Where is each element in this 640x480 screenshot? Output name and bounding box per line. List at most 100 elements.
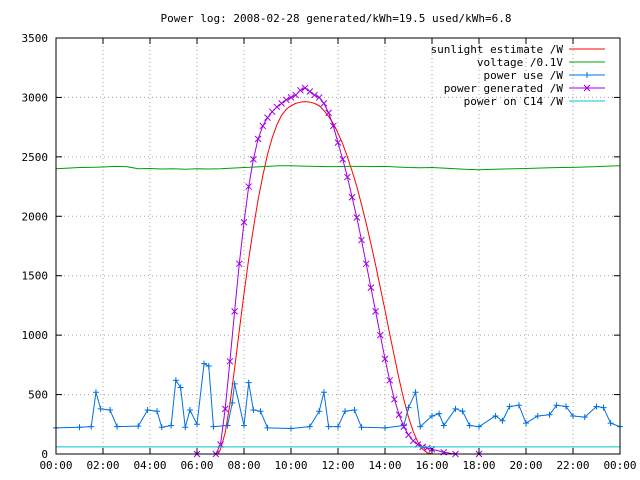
data-point-power-generated-w bbox=[297, 86, 304, 94]
legend-label: power generated /W bbox=[444, 82, 564, 95]
data-point-power-use-w bbox=[92, 389, 99, 396]
data-point-power-use-w bbox=[194, 421, 200, 428]
data-point-power-generated-w bbox=[221, 405, 229, 413]
data-point-power-use-w bbox=[325, 423, 332, 430]
x-tick-label: 00:00 bbox=[603, 459, 636, 472]
data-point-power-use-w bbox=[288, 425, 294, 432]
data-point-power-generated-w bbox=[362, 260, 370, 268]
legend-marker bbox=[584, 72, 590, 78]
data-point-power-generated-w bbox=[231, 308, 238, 315]
data-point-power-use-w bbox=[492, 412, 499, 419]
data-point-power-use-w bbox=[241, 422, 247, 429]
data-point-power-use-w bbox=[466, 422, 473, 429]
data-point-power-use-w bbox=[320, 389, 327, 396]
x-tick-label: 16:00 bbox=[415, 459, 448, 472]
x-tick-label: 10:00 bbox=[274, 459, 307, 472]
data-point-power-use-w bbox=[429, 412, 435, 419]
data-point-power-generated-w bbox=[339, 155, 347, 163]
data-point-power-generated-w bbox=[264, 114, 271, 121]
y-tick-label: 1500 bbox=[22, 270, 49, 283]
data-point-power-generated-w bbox=[344, 173, 351, 181]
legend-entry: sunlight estimate /W bbox=[431, 43, 605, 56]
y-tick-label: 2500 bbox=[22, 151, 49, 164]
data-point-power-use-w bbox=[600, 404, 607, 411]
data-point-power-generated-w bbox=[320, 100, 328, 107]
data-point-power-generated-w bbox=[358, 236, 365, 244]
y-tick-label: 3000 bbox=[22, 91, 49, 104]
data-point-power-generated-w bbox=[348, 193, 356, 201]
legend-entry: power on C14 /W bbox=[464, 95, 605, 108]
data-point-power-generated-w bbox=[391, 395, 398, 403]
series-lines bbox=[53, 84, 623, 458]
data-point-power-use-w bbox=[417, 423, 424, 430]
data-point-power-generated-w bbox=[353, 214, 361, 221]
data-point-power-use-w bbox=[335, 423, 341, 430]
data-point-power-use-w bbox=[351, 407, 358, 414]
series-line-power-use-w bbox=[55, 363, 621, 429]
data-point-power-use-w bbox=[76, 424, 83, 431]
data-point-power-generated-w bbox=[301, 84, 309, 92]
legend-label: sunlight estimate /W bbox=[431, 43, 564, 56]
y-tick-label: 1000 bbox=[22, 329, 49, 342]
data-point-power-use-w bbox=[316, 408, 323, 415]
y-tick-label: 500 bbox=[28, 389, 48, 402]
data-point-power-generated-w bbox=[315, 94, 323, 101]
series-voltage-0-1v bbox=[55, 165, 621, 171]
data-point-power-generated-w bbox=[254, 135, 262, 143]
x-tick-label: 20:00 bbox=[509, 459, 542, 472]
data-point-power-use-w bbox=[186, 407, 193, 414]
data-point-power-use-w bbox=[562, 403, 569, 410]
data-point-power-generated-w bbox=[395, 411, 403, 419]
data-point-power-generated-w bbox=[306, 88, 314, 95]
x-tick-label: 18:00 bbox=[462, 459, 495, 472]
data-point-power-generated-w bbox=[235, 260, 243, 268]
legend-entry: power generated /W bbox=[444, 82, 605, 95]
data-point-power-generated-w bbox=[273, 103, 281, 111]
data-point-power-use-w bbox=[205, 363, 212, 370]
data-point-power-generated-w bbox=[250, 155, 257, 163]
data-point-power-generated-w bbox=[372, 308, 379, 315]
series-sunlight-estimate-w bbox=[217, 101, 433, 455]
series-line-voltage-0-1v bbox=[55, 165, 621, 171]
data-point-power-use-w bbox=[515, 402, 522, 409]
data-point-power-use-w bbox=[412, 389, 419, 396]
series-line-sunlight-estimate-w bbox=[217, 101, 433, 455]
data-point-power-generated-w bbox=[376, 331, 384, 339]
x-tick-label: 14:00 bbox=[368, 459, 401, 472]
data-point-power-generated-w bbox=[240, 218, 248, 226]
data-point-power-use-w bbox=[88, 423, 95, 430]
data-point-power-use-w bbox=[440, 422, 447, 429]
data-point-power-use-w bbox=[135, 423, 142, 430]
data-point-power-use-w bbox=[172, 377, 179, 384]
data-point-power-generated-w bbox=[226, 357, 234, 365]
axis-ticks: 00:00 02:00 04:00 06:00 08:00 10:00 12:00 14:00… bbox=[22, 32, 637, 472]
x-tick-label: 22:00 bbox=[556, 459, 589, 472]
data-point-power-generated-w bbox=[259, 122, 267, 130]
legend-entry: power use /W bbox=[484, 69, 605, 82]
x-tick-label: 06:00 bbox=[180, 459, 213, 472]
legend-marker bbox=[583, 84, 591, 92]
data-point-power-use-w bbox=[436, 410, 443, 417]
data-point-power-generated-w bbox=[329, 122, 337, 130]
x-tick-label: 12:00 bbox=[321, 459, 354, 472]
data-point-power-use-w bbox=[264, 424, 271, 431]
data-point-power-generated-w bbox=[287, 94, 295, 101]
data-point-power-generated-w bbox=[400, 423, 408, 431]
data-point-power-generated-w bbox=[367, 284, 375, 291]
data-point-power-use-w bbox=[607, 420, 614, 427]
data-point-power-use-w bbox=[177, 384, 184, 391]
data-point-power-use-w bbox=[245, 379, 252, 386]
data-point-power-generated-w bbox=[325, 109, 332, 117]
data-point-power-use-w bbox=[553, 402, 560, 409]
y-tick-label: 2000 bbox=[22, 210, 49, 223]
data-point-power-use-w bbox=[342, 408, 349, 415]
data-point-power-use-w bbox=[499, 417, 506, 424]
data-point-power-use-w bbox=[154, 408, 161, 415]
data-point-power-use-w bbox=[523, 420, 529, 427]
data-point-power-use-w bbox=[476, 423, 482, 430]
data-point-power-use-w bbox=[534, 412, 541, 419]
grid-lines bbox=[56, 38, 620, 454]
y-tick-label: 0 bbox=[41, 448, 48, 461]
